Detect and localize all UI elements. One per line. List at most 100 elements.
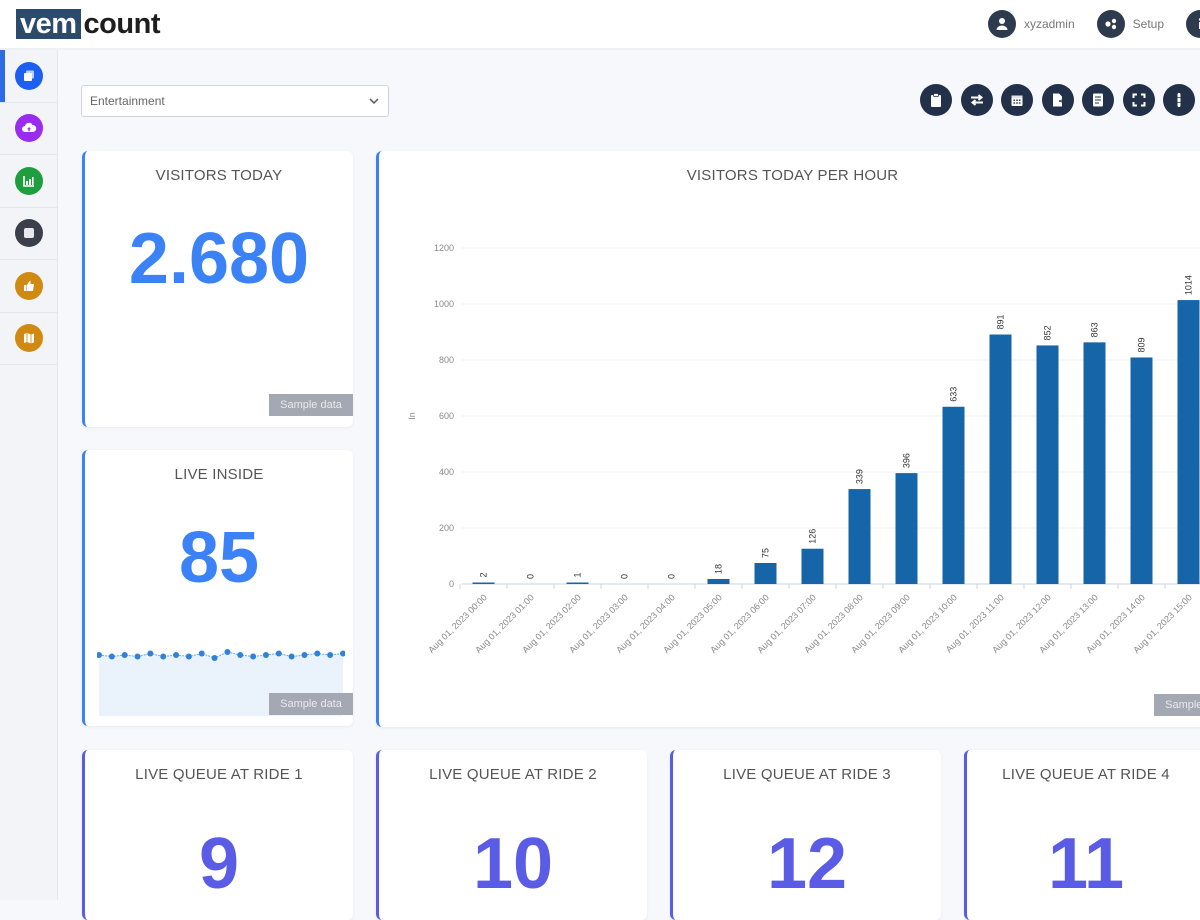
queue-ride-4-title: LIVE QUEUE AT RIDE 4 <box>1002 766 1170 783</box>
queue-ride-1-title: LIVE QUEUE AT RIDE 1 <box>135 766 303 783</box>
queue-ride-2-title: LIVE QUEUE AT RIDE 2 <box>429 766 597 783</box>
report-icon <box>1093 93 1103 107</box>
export-button[interactable] <box>1041 84 1074 116</box>
category-select[interactable]: Entertainment <box>81 85 389 117</box>
sidebar-item-map[interactable] <box>0 313 57 365</box>
setup-label: Setup <box>1132 17 1164 31</box>
sparkline-point <box>108 653 115 660</box>
bar-value-label: 0 <box>620 574 630 579</box>
sparkline-point <box>275 650 282 657</box>
y-tick-label: 600 <box>439 411 454 421</box>
sparkline-point <box>97 652 102 658</box>
clipboard-button[interactable] <box>920 84 952 116</box>
y-tick-label: 1000 <box>434 299 454 309</box>
user-name: xyzadmin <box>1023 17 1075 31</box>
bar[interactable] <box>472 582 495 585</box>
bar[interactable] <box>1177 300 1200 584</box>
live-inside-value: 85 <box>178 518 260 598</box>
sample-data-badge: Sample data <box>1154 694 1200 716</box>
visitors-today-value: 2.680 <box>128 219 310 299</box>
swap-button[interactable] <box>960 84 993 116</box>
bar[interactable] <box>848 489 871 584</box>
toolbar <box>920 84 1195 116</box>
live-inside-card: LIVE INSIDE 85 Sample data <box>82 450 353 726</box>
bar-value-label: 0 <box>526 574 536 579</box>
chart-title: VISITORS TODAY PER HOUR <box>686 167 899 184</box>
sample-data-badge: Sample data <box>269 394 353 416</box>
queue-ride-2-value: 10 <box>472 824 554 904</box>
sparkline-point <box>314 650 321 657</box>
sparkline-point <box>198 650 205 657</box>
visitors-today-card: VISITORS TODAY 2.680 Sample data <box>82 151 353 427</box>
info-toolbar-button[interactable] <box>1163 84 1195 116</box>
sparkline-point <box>288 653 295 660</box>
sidebar-item-feedback[interactable] <box>0 260 57 313</box>
bar[interactable] <box>1130 357 1153 584</box>
bar-value-label: 863 <box>1090 322 1100 337</box>
queue-ride-3-card: LIVE QUEUE AT RIDE 3 12 <box>670 750 941 920</box>
bar[interactable] <box>1083 342 1106 584</box>
sparkline-point <box>173 652 180 658</box>
top-right-menu: xyzadmin Setup <box>966 10 1200 38</box>
fullscreen-button[interactable] <box>1122 84 1155 116</box>
sparkline-point <box>327 652 334 658</box>
queue-ride-4-card: LIVE QUEUE AT RIDE 4 11 <box>964 750 1200 920</box>
sidebar-item-cloud-upload[interactable] <box>0 103 57 155</box>
info-button[interactable] <box>1186 10 1200 38</box>
bar[interactable] <box>566 582 589 585</box>
calendar-button[interactable] <box>1001 84 1033 116</box>
bar[interactable] <box>989 334 1012 584</box>
sparkline-point <box>134 653 141 660</box>
visitors-today-title: VISITORS TODAY <box>155 167 283 184</box>
setup-menu[interactable]: Setup <box>1096 10 1164 38</box>
report-button[interactable] <box>1082 84 1114 116</box>
sparkline-point <box>224 649 231 655</box>
bar-value-label: 1 <box>573 572 583 577</box>
sparkline-point <box>185 653 192 660</box>
cloud-upload-icon <box>14 114 43 143</box>
bar-value-label: 396 <box>902 453 912 468</box>
visitors-per-hour-card: VISITORS TODAY PER HOUR 0 200 400 600 800 100… <box>376 151 1200 727</box>
sparkline-point <box>262 652 269 658</box>
queue-ride-3-title: LIVE QUEUE AT RIDE 3 <box>723 766 891 783</box>
logo-vem: vem <box>16 9 81 39</box>
y-tick-label: 200 <box>439 523 454 533</box>
sidebar-item-analytics[interactable] <box>0 155 57 208</box>
y-axis-label: In <box>407 412 417 420</box>
sidebar-item-devices[interactable] <box>0 208 57 260</box>
sample-data-badge: Sample data <box>269 693 353 715</box>
sparkline-point <box>211 655 218 661</box>
bar-value-label: 339 <box>855 469 865 484</box>
logo[interactable]: vem count <box>16 8 160 40</box>
bar[interactable] <box>801 548 824 584</box>
info-icon <box>1186 10 1200 38</box>
user-menu[interactable]: xyzadmin <box>987 10 1075 38</box>
bar[interactable] <box>754 563 777 584</box>
bar[interactable] <box>1036 345 1059 584</box>
sparkline-point <box>121 652 128 658</box>
calendar-icon <box>1011 95 1023 106</box>
copy-icon <box>14 61 43 90</box>
clipboard-icon <box>931 93 941 107</box>
bar[interactable] <box>707 578 730 584</box>
bar[interactable] <box>942 406 965 584</box>
sidebar <box>0 50 58 900</box>
sparkline-point <box>147 650 154 657</box>
bar-value-label: 0 <box>667 574 677 579</box>
bar-value-label: 2 <box>479 572 489 577</box>
bar-value-label: 633 <box>949 387 959 402</box>
user-icon <box>987 10 1016 38</box>
sparkline-point <box>301 652 308 658</box>
map-icon <box>14 324 43 353</box>
queue-ride-1-card: LIVE QUEUE AT RIDE 1 9 <box>82 750 353 920</box>
bar-value-label: 852 <box>1043 325 1053 340</box>
swap-icon <box>970 94 983 106</box>
top-bar: vem count xyzadmin Setup <box>0 0 1200 50</box>
sparkline-point <box>160 653 167 660</box>
sidebar-item-dashboard[interactable] <box>0 50 57 103</box>
logo-count: count <box>83 7 161 40</box>
y-tick-label: 0 <box>449 579 454 589</box>
file-export-icon <box>1052 93 1065 107</box>
bar[interactable] <box>895 473 918 584</box>
